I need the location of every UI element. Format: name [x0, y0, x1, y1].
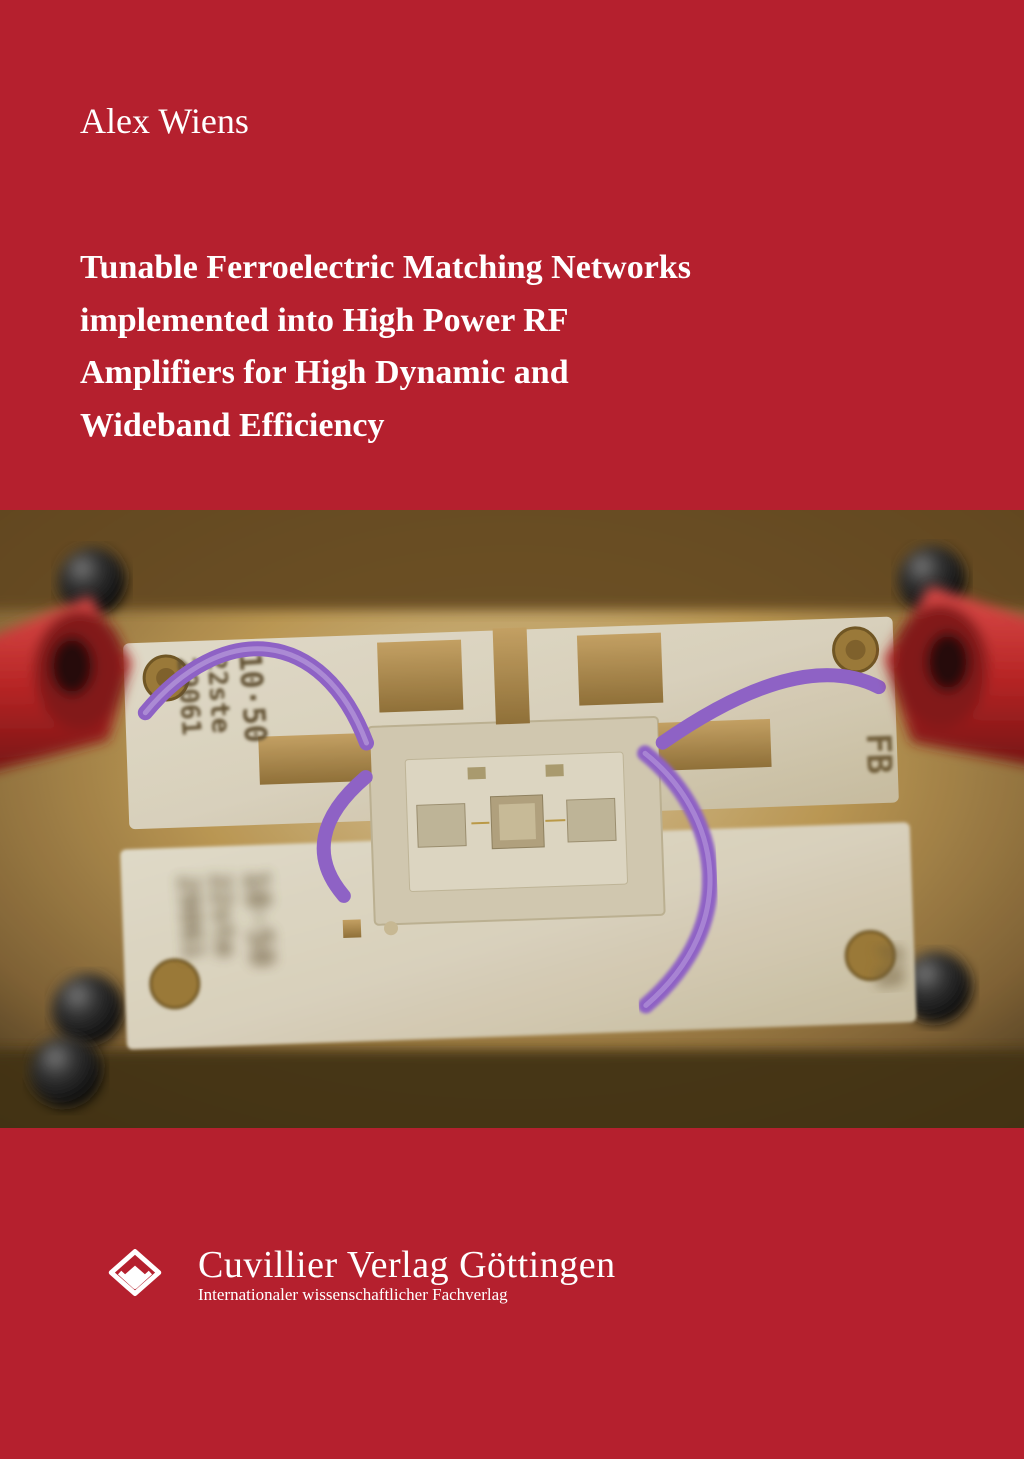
book-title: Tunable Ferroelectric Matching Networks … [80, 242, 944, 453]
publisher-text: Cuvillier Verlag Göttingen International… [198, 1243, 616, 1305]
book-cover: Alex Wiens Tunable Ferroelectric Matchin… [0, 0, 1024, 1459]
publisher-name: Cuvillier Verlag Göttingen [198, 1243, 616, 1287]
title-line: Wideband Efficiency [80, 407, 384, 444]
publisher-block: Cuvillier Verlag Göttingen International… [100, 1239, 616, 1309]
circuit-illustration: 10·50 22ste 29061 10·50 22ste 29061 FB F… [0, 510, 1024, 1128]
bottom-section: Cuvillier Verlag Göttingen International… [0, 1128, 1024, 1459]
publisher-subtitle: Internationaler wissenschaftlicher Fachv… [198, 1285, 616, 1305]
title-line: Tunable Ferroelectric Matching Networks [80, 249, 691, 286]
publisher-logo-icon [100, 1239, 170, 1309]
author-name: Alex Wiens [80, 100, 944, 142]
hero-image: 10·50 22ste 29061 10·50 22ste 29061 FB F… [0, 510, 1024, 1128]
title-line: implemented into High Power RF [80, 302, 569, 339]
top-section: Alex Wiens Tunable Ferroelectric Matchin… [0, 0, 1024, 510]
title-line: Amplifiers for High Dynamic and [80, 354, 569, 391]
